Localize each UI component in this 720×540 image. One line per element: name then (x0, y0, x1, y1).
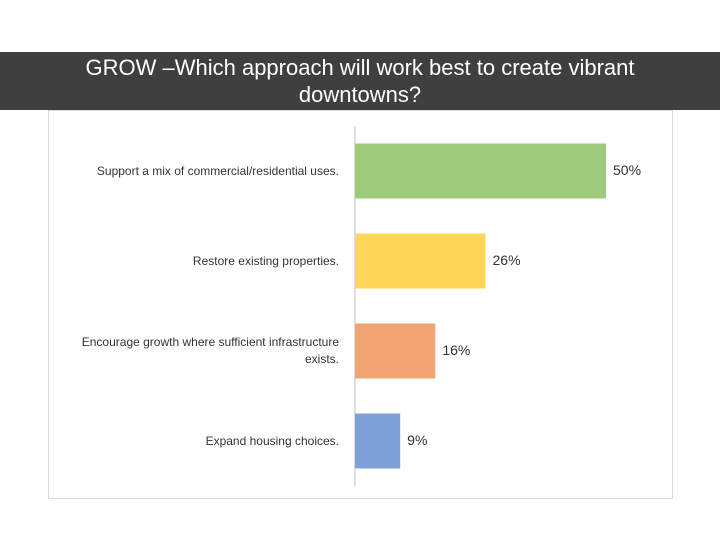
bar-0 (355, 143, 606, 199)
value-label-0: 50% (613, 162, 642, 178)
title-bar: GROW –Which approach will work best to c… (0, 52, 720, 110)
category-label-1: Restore existing properties. (192, 253, 339, 268)
chart-title: GROW –Which approach will work best to c… (85, 55, 635, 107)
value-label-3: 9% (407, 432, 428, 448)
category-label-0: Support a mix of commercial/residential … (96, 163, 339, 178)
bar-3 (355, 413, 401, 469)
bar-1 (355, 233, 486, 289)
category-label-3: Expand housing choices. (205, 433, 339, 448)
value-label-2: 16% (442, 342, 471, 358)
value-label-1: 26% (492, 252, 521, 268)
bar-2 (355, 323, 436, 379)
category-label-2: Encourage growth where sufficient infras… (81, 335, 339, 366)
